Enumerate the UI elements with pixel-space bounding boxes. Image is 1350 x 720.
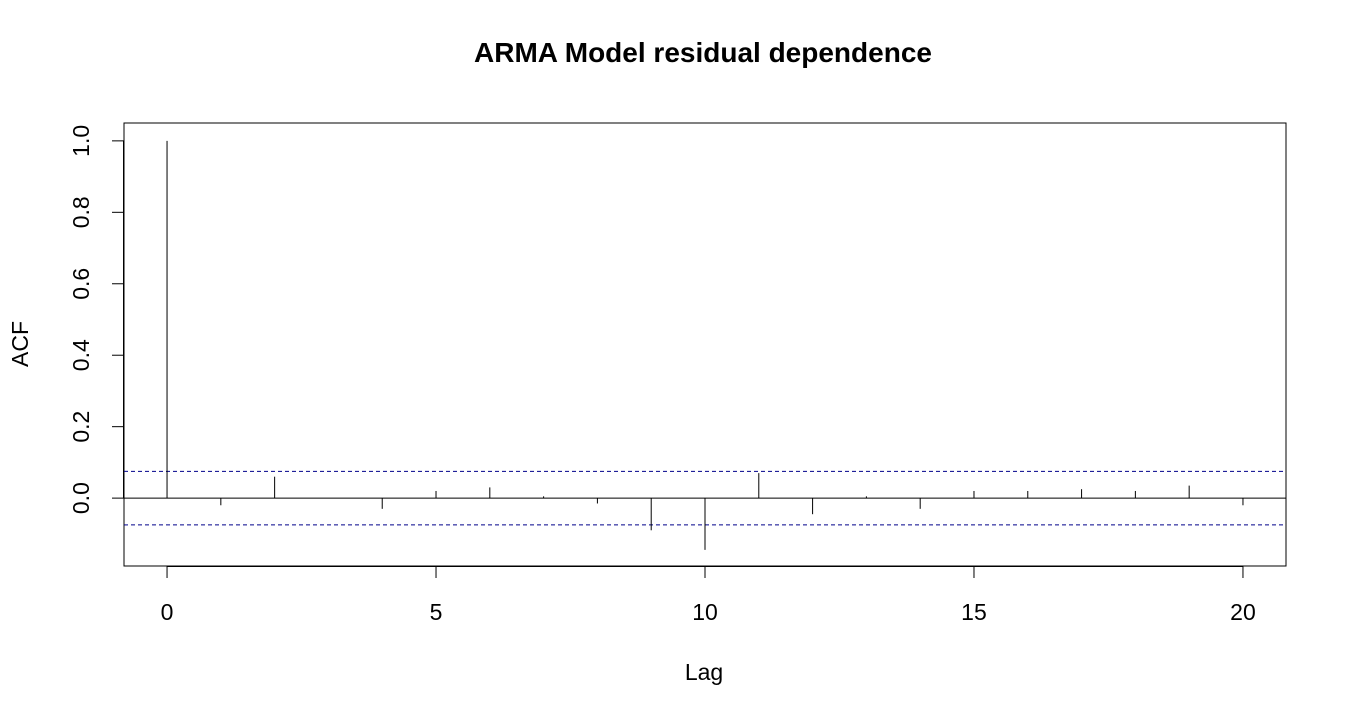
x-axis-label: Lag — [685, 659, 723, 685]
x-axis: 0 5 10 15 20 — [161, 566, 1256, 625]
x-tick-label: 10 — [692, 599, 718, 625]
y-tick-label: 1.0 — [68, 125, 94, 157]
y-tick-label: 0.8 — [68, 196, 94, 228]
y-tick-label: 0.6 — [68, 268, 94, 300]
x-tick-label: 20 — [1230, 599, 1256, 625]
y-axis: 0.0 0.2 0.4 0.6 0.8 1.0 — [68, 125, 124, 514]
acf-bars — [166, 140, 1244, 550]
x-tick-label: 5 — [430, 599, 443, 625]
x-tick-label: 15 — [961, 599, 987, 625]
y-tick-label: 0.0 — [68, 482, 94, 514]
y-axis-label: ACF — [7, 321, 33, 367]
y-tick-label: 0.4 — [68, 339, 94, 371]
x-tick-label: 0 — [161, 599, 174, 625]
chart-title: ARMA Model residual dependence — [474, 37, 932, 68]
y-tick-label: 0.2 — [68, 411, 94, 443]
